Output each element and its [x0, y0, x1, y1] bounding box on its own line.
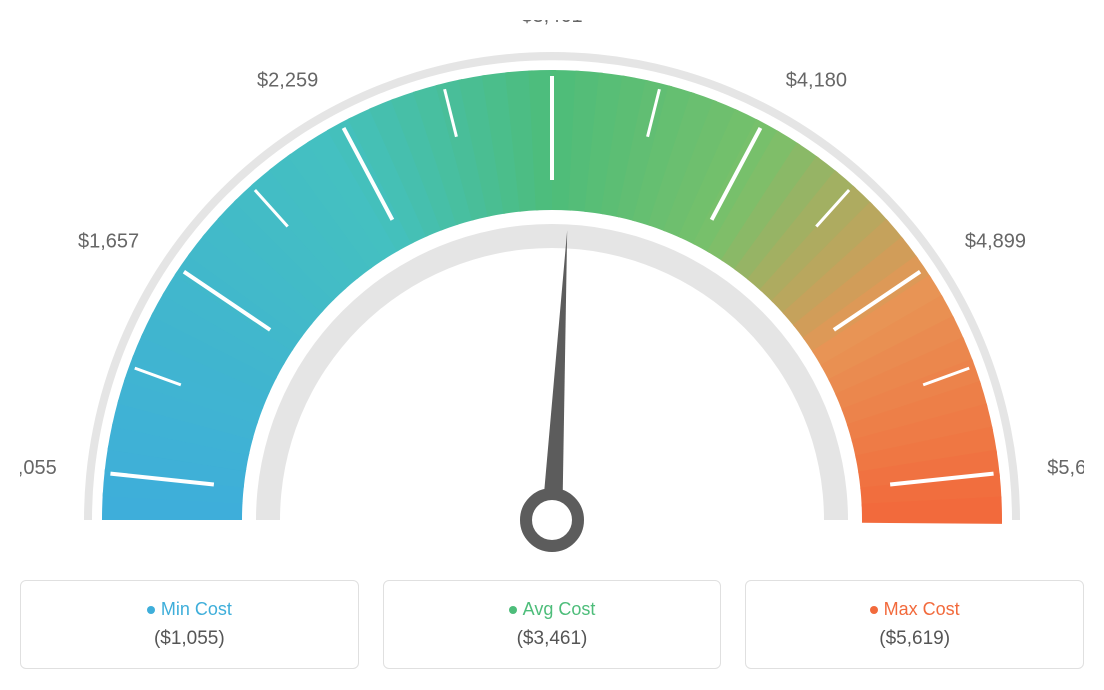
gauge-svg: $1,055 $1,657 $2,259 $3,461 $4,180 $4,899 $5,6… [20, 20, 1084, 560]
legend-min-text: Min Cost [161, 599, 232, 619]
legend-max-value: ($5,619) [756, 628, 1073, 650]
tick-label: $1,657 [78, 231, 139, 253]
tick-label: $2,259 [257, 69, 318, 91]
tick-label: $1,055 [20, 457, 57, 479]
legend-max-label: Max Cost [756, 599, 1073, 620]
legend-avg-box: Avg Cost ($3,461) [383, 580, 722, 669]
tick-label: $5,619 [1047, 457, 1084, 479]
tick-label: $4,899 [965, 231, 1026, 253]
legend-min-label: Min Cost [31, 599, 348, 620]
cost-gauge-chart: $1,055 $1,657 $2,259 $3,461 $4,180 $4,899 $5,6… [20, 20, 1084, 669]
legend-min-box: Min Cost ($1,055) [20, 580, 359, 669]
legend-avg-label: Avg Cost [394, 599, 711, 620]
tick-label: $4,180 [786, 69, 847, 91]
gauge-needle [544, 230, 567, 492]
dot-max [870, 606, 878, 614]
needle-hub-inner [538, 506, 566, 534]
legend-row: Min Cost ($1,055) Avg Cost ($3,461) Max … [20, 580, 1084, 669]
legend-max-text: Max Cost [884, 599, 960, 619]
legend-avg-text: Avg Cost [523, 599, 596, 619]
legend-min-value: ($1,055) [31, 628, 348, 650]
tick-label: $3,461 [521, 20, 582, 27]
dot-min [147, 606, 155, 614]
legend-avg-value: ($3,461) [394, 628, 711, 650]
legend-max-box: Max Cost ($5,619) [745, 580, 1084, 669]
dot-avg [509, 606, 517, 614]
